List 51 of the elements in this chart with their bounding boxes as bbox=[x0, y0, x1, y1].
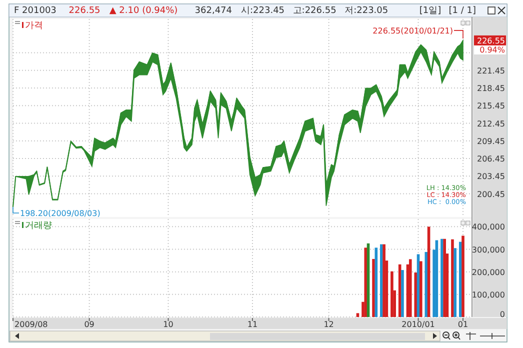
bar bbox=[408, 259, 412, 317]
x-tick-label: 11 bbox=[247, 320, 258, 329]
text: 시:223.45 bbox=[241, 6, 285, 16]
y-tick-label: 221.45 bbox=[477, 66, 505, 76]
y-tick-label: 0 bbox=[500, 310, 505, 319]
y-tick-label: 300,000 bbox=[472, 245, 505, 254]
text: 226.55 bbox=[477, 36, 505, 46]
bar bbox=[372, 258, 375, 317]
y-tick-label: 215.45 bbox=[477, 102, 505, 111]
text: F 201003 bbox=[14, 6, 56, 16]
bar bbox=[419, 261, 422, 317]
x-tick-label: 10 bbox=[163, 320, 174, 329]
text: 0.94% bbox=[480, 45, 506, 54]
y-tick-label: 400,000 bbox=[472, 222, 505, 232]
chart-title: 가격 bbox=[25, 21, 43, 31]
bar bbox=[414, 272, 418, 317]
y-tick-label: 203.45 bbox=[477, 172, 505, 182]
y-tick-label: 212.45 bbox=[477, 119, 505, 128]
bar bbox=[374, 248, 378, 317]
y-tick-label: 100,000 bbox=[472, 290, 505, 300]
bar bbox=[462, 236, 464, 317]
bar bbox=[443, 238, 446, 317]
text: [1 / 1] bbox=[448, 6, 476, 16]
x-tick-label: 2009/08 bbox=[14, 320, 48, 329]
text: 362,474 bbox=[194, 6, 232, 16]
x-tick-label: 01 bbox=[458, 320, 468, 329]
y-tick-label: 206.45 bbox=[477, 154, 505, 164]
text: 226.55 bbox=[68, 6, 100, 16]
y-tick-label: 200.45 bbox=[477, 190, 505, 199]
x-tick-label: 12 bbox=[324, 320, 334, 329]
bar bbox=[382, 244, 386, 317]
bar bbox=[401, 270, 404, 317]
bar bbox=[356, 313, 360, 317]
y-tick-label: 209.45 bbox=[477, 136, 505, 146]
text: 고:226.55 bbox=[292, 6, 336, 16]
text: [1일] bbox=[419, 6, 442, 16]
bar bbox=[416, 254, 420, 317]
bar bbox=[364, 248, 368, 317]
text: 저:223.05 bbox=[344, 6, 388, 16]
x-tick-label: 2010/01 bbox=[402, 320, 435, 329]
text: ▲ 2.10 (0.94%) bbox=[109, 6, 178, 16]
annotation: 226.55(2010/01/21) bbox=[372, 26, 453, 36]
y-tick-label: 218.45 bbox=[477, 84, 505, 94]
bar bbox=[435, 240, 438, 317]
chart-title: 거래량 bbox=[25, 221, 52, 231]
annotation: 198.20(2009/08/03) bbox=[20, 209, 100, 218]
bar bbox=[451, 239, 454, 317]
y-tick-label: 200,000 bbox=[472, 268, 505, 277]
x-tick-label: 09 bbox=[84, 320, 94, 329]
bar bbox=[454, 248, 457, 317]
bar bbox=[390, 271, 394, 317]
